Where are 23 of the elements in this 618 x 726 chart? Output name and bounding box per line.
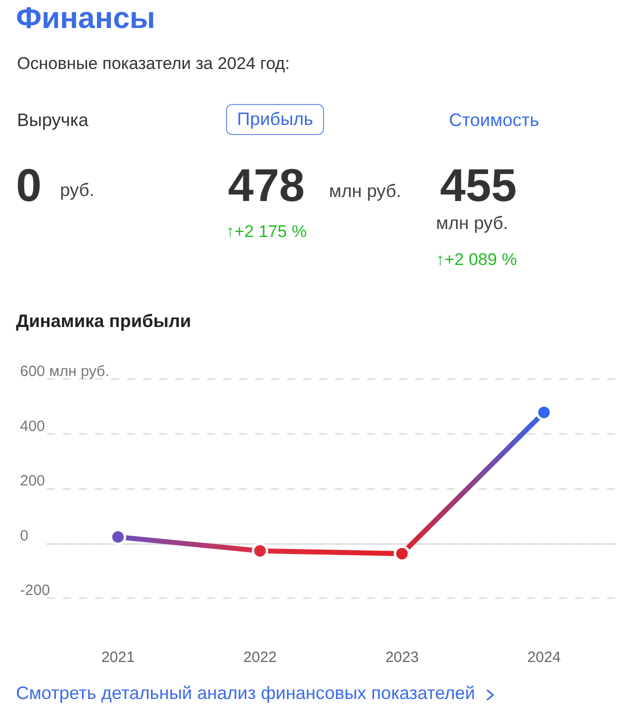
x-tick-label: 2022 xyxy=(243,649,277,666)
y-tick-label: 0 xyxy=(20,527,28,544)
text: ↑+2 175 % xyxy=(226,222,307,242)
text: 478 xyxy=(228,158,305,212)
y-tick-label: 600 млн руб. xyxy=(20,363,110,380)
text: руб. xyxy=(60,180,94,201)
x-tick-label: 2021 xyxy=(101,649,135,666)
chart-title: Финансы xyxy=(16,2,156,36)
chart-subtitle: Основные показатели за 2024 год: xyxy=(17,54,290,74)
y-tick-label: 400 xyxy=(20,418,46,435)
text: Динамика прибыли xyxy=(16,311,192,332)
text: млн руб. xyxy=(436,213,508,234)
text: Стоимость xyxy=(449,110,540,131)
text: Прибыль xyxy=(226,104,324,135)
text: Выручка xyxy=(17,110,88,131)
text: млн руб. xyxy=(329,181,402,202)
x-tick-label: 2024 xyxy=(527,649,561,666)
text: 455 xyxy=(440,158,517,212)
text: ↑+2 089 % xyxy=(436,250,517,270)
y-tick-label: 200 xyxy=(20,472,46,490)
x-tick-label: 2023 xyxy=(385,649,419,666)
text: Смотреть детальный анализ финансовых показателей xyxy=(16,683,476,704)
y-tick-label: -200 xyxy=(20,582,50,599)
